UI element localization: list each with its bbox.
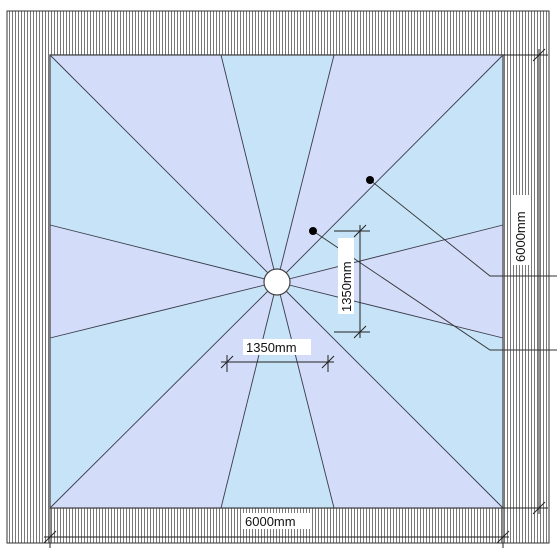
dimension-segment-width <box>220 355 335 372</box>
leader-dot-lower <box>309 227 317 235</box>
room-height-label: 6000mm <box>513 211 528 262</box>
segment-width-label: 1350mm <box>246 340 297 355</box>
segment-right-center <box>277 225 503 338</box>
leader-dot-upper <box>366 176 374 184</box>
segment-height-label: 1350mm <box>339 261 354 312</box>
segment-left-center <box>50 225 277 338</box>
fold-lines <box>49 54 504 509</box>
room-width-label: 6000mm <box>245 514 296 529</box>
floor-outline <box>49 54 504 509</box>
segment-top-center <box>221 55 334 282</box>
segment-bottom-center <box>221 282 334 508</box>
circle-drain-icon <box>263 268 291 296</box>
dimension-room-height <box>503 48 548 515</box>
leader-lines <box>312 179 557 351</box>
dimension-segment-height <box>334 224 370 339</box>
dimension-room-width <box>43 508 510 548</box>
